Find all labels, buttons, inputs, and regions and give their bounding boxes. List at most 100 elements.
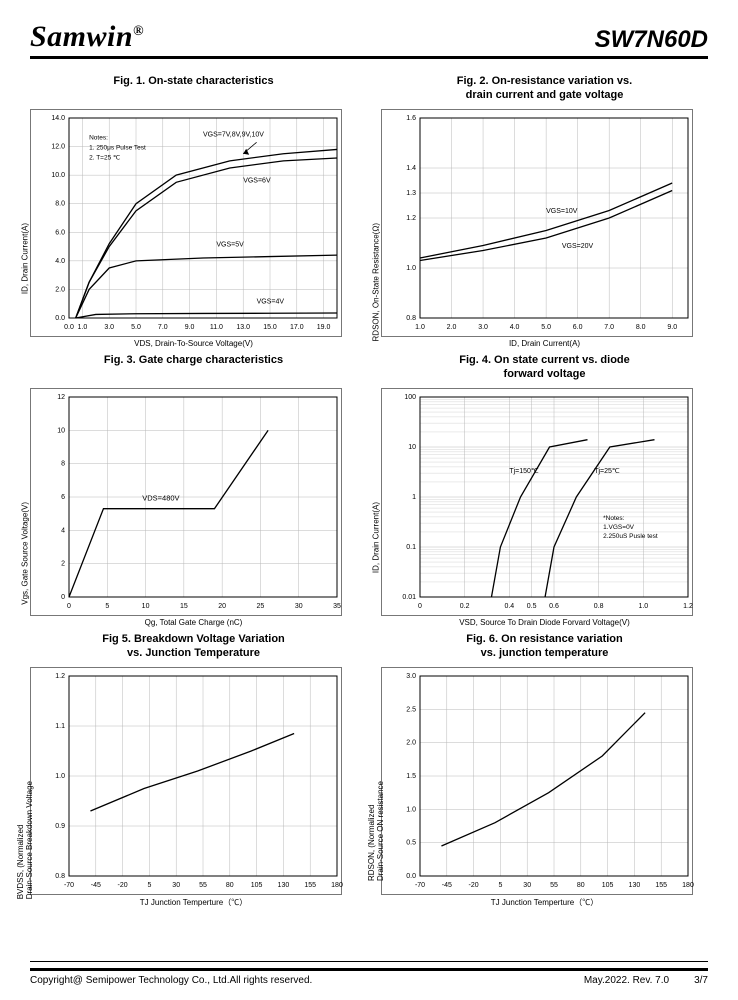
fig5-xlabel: TJ Junction Temperture（℃） <box>30 897 357 908</box>
fig6-xlabel: TJ Junction Temperture（℃） <box>381 897 708 908</box>
svg-text:-70: -70 <box>415 882 425 889</box>
svg-text:0: 0 <box>418 603 422 610</box>
svg-text:15.0: 15.0 <box>263 324 277 331</box>
fig4-xlabel: VSD, Source To Drain Diode Forvard Volta… <box>381 618 708 627</box>
fig1-chart: ID, Drain Current(A) 0.01.03.05.07.09.01… <box>30 109 342 337</box>
svg-text:7.0: 7.0 <box>158 324 168 331</box>
svg-text:0.0: 0.0 <box>55 315 65 322</box>
fig1-ylabel: ID, Drain Current(A) <box>21 223 30 294</box>
fig3-xlabel: Qg, Total Gate Charge (nC) <box>30 618 357 627</box>
svg-text:5: 5 <box>147 882 151 889</box>
brand-sup: ® <box>133 24 144 39</box>
svg-text:1.0: 1.0 <box>406 806 416 813</box>
svg-text:20: 20 <box>218 603 226 610</box>
svg-text:10.0: 10.0 <box>51 172 65 179</box>
svg-text:80: 80 <box>577 882 585 889</box>
svg-text:180: 180 <box>331 882 343 889</box>
svg-text:6.0: 6.0 <box>55 229 65 236</box>
svg-text:2. T=25 ℃: 2. T=25 ℃ <box>89 154 121 161</box>
svg-text:Notes:: Notes: <box>89 134 108 141</box>
svg-text:Tj=150℃: Tj=150℃ <box>509 468 539 475</box>
fig1-xlabel: VDS, Drain-To-Source Voltage(V) <box>30 339 357 348</box>
svg-text:1.2: 1.2 <box>55 673 65 680</box>
fig4-title: Fig. 4. On state current vs. diodeforwar… <box>381 354 708 382</box>
svg-text:1.4: 1.4 <box>406 165 416 172</box>
svg-text:155: 155 <box>655 882 667 889</box>
svg-text:80: 80 <box>226 882 234 889</box>
svg-text:19.0: 19.0 <box>317 324 331 331</box>
svg-text:30: 30 <box>172 882 180 889</box>
svg-text:VGS=7V,8V,9V,10V: VGS=7V,8V,9V,10V <box>203 132 264 139</box>
fig2-title: Fig. 2. On-resistance variation vs.drain… <box>381 75 708 103</box>
page-header: Samwin® SW7N60D <box>30 20 708 59</box>
fig4-chart: ID, Drain Current(A) 00.20.40.50.60.81.0… <box>381 388 693 616</box>
fig2-xlabel: ID, Drain Current(A) <box>381 339 708 348</box>
brand-logo: Samwin® <box>30 20 144 54</box>
fig1: Fig. 1. On-state characteristics ID, Dra… <box>30 75 357 348</box>
svg-text:5: 5 <box>105 603 109 610</box>
svg-text:VDS=480V: VDS=480V <box>142 493 179 502</box>
svg-text:1.0: 1.0 <box>406 265 416 272</box>
svg-text:2.5: 2.5 <box>406 706 416 713</box>
fig3-title: Fig. 3. Gate charge characteristics <box>30 354 357 382</box>
svg-text:0.6: 0.6 <box>549 603 559 610</box>
svg-text:0.9: 0.9 <box>55 823 65 830</box>
part-number: SW7N60D <box>595 26 708 54</box>
svg-text:2.0: 2.0 <box>447 324 457 331</box>
footer-rev: May.2022. Rev. 7.0 <box>584 975 669 986</box>
svg-text:0: 0 <box>67 603 71 610</box>
svg-text:105: 105 <box>251 882 263 889</box>
svg-text:6: 6 <box>61 494 65 501</box>
fig6-chart: RDSON, (NormalizedDrain-Source ON resist… <box>381 667 693 895</box>
svg-text:3.0: 3.0 <box>478 324 488 331</box>
svg-text:7.0: 7.0 <box>604 324 614 331</box>
svg-text:5.0: 5.0 <box>541 324 551 331</box>
svg-text:1.5: 1.5 <box>406 773 416 780</box>
svg-text:10: 10 <box>142 603 150 610</box>
svg-text:15: 15 <box>180 603 188 610</box>
fig1-title: Fig. 1. On-state characteristics <box>30 75 357 103</box>
svg-text:VGS=4V: VGS=4V <box>257 299 285 306</box>
fig6-ylabel: RDSON, (NormalizedDrain-Source ON resist… <box>367 781 385 881</box>
svg-text:1.2: 1.2 <box>683 603 693 610</box>
svg-text:55: 55 <box>199 882 207 889</box>
svg-text:0.4: 0.4 <box>504 603 514 610</box>
svg-text:4.0: 4.0 <box>510 324 520 331</box>
svg-text:14.0: 14.0 <box>51 115 65 122</box>
svg-text:4: 4 <box>61 527 65 534</box>
svg-text:10: 10 <box>57 427 65 434</box>
svg-text:3.0: 3.0 <box>406 673 416 680</box>
svg-text:17.0: 17.0 <box>290 324 304 331</box>
svg-text:11.0: 11.0 <box>210 324 223 331</box>
svg-text:8.0: 8.0 <box>55 201 65 208</box>
fig5: Fig 5. Breakdown Voltage Variationvs. Ju… <box>30 633 357 908</box>
svg-text:130: 130 <box>629 882 641 889</box>
svg-text:1.VGS=0V: 1.VGS=0V <box>603 524 635 531</box>
svg-text:0.8: 0.8 <box>406 315 416 322</box>
chart-grid: Fig. 1. On-state characteristics ID, Dra… <box>30 75 708 908</box>
svg-text:0.8: 0.8 <box>55 873 65 880</box>
svg-text:Tj=25℃: Tj=25℃ <box>594 468 620 475</box>
fig2-ylabel: RDSON, On-State Resistance(Ω) <box>372 223 381 341</box>
svg-text:25: 25 <box>257 603 265 610</box>
svg-text:-45: -45 <box>442 882 452 889</box>
svg-text:10: 10 <box>408 444 416 451</box>
page-footer: Copyright@ Semipower Technology Co., Ltd… <box>30 968 708 986</box>
svg-text:8.0: 8.0 <box>636 324 646 331</box>
svg-text:1.3: 1.3 <box>406 190 416 197</box>
svg-text:*Notes:: *Notes: <box>603 515 625 522</box>
svg-text:30: 30 <box>523 882 531 889</box>
fig5-ylabel: BVDSS, (NormalizedDrain-Source Breakdown… <box>16 781 34 899</box>
fig3-ylabel: Vgs, Gate Source Voltage(V) <box>21 502 30 605</box>
fig3: Fig. 3. Gate charge characteristics Vgs,… <box>30 354 357 627</box>
fig5-chart: BVDSS, (NormalizedDrain-Source Breakdown… <box>30 667 342 895</box>
fig6: Fig. 6. On resistance variationvs. junct… <box>381 633 708 908</box>
svg-text:1.2: 1.2 <box>406 215 416 222</box>
svg-text:0.1: 0.1 <box>406 544 416 551</box>
svg-text:2.0: 2.0 <box>406 740 416 747</box>
footer-copyright: Copyright@ Semipower Technology Co., Ltd… <box>30 975 312 986</box>
svg-text:0.8: 0.8 <box>594 603 604 610</box>
svg-text:-70: -70 <box>64 882 74 889</box>
svg-text:1.0: 1.0 <box>638 603 648 610</box>
svg-text:55: 55 <box>550 882 558 889</box>
